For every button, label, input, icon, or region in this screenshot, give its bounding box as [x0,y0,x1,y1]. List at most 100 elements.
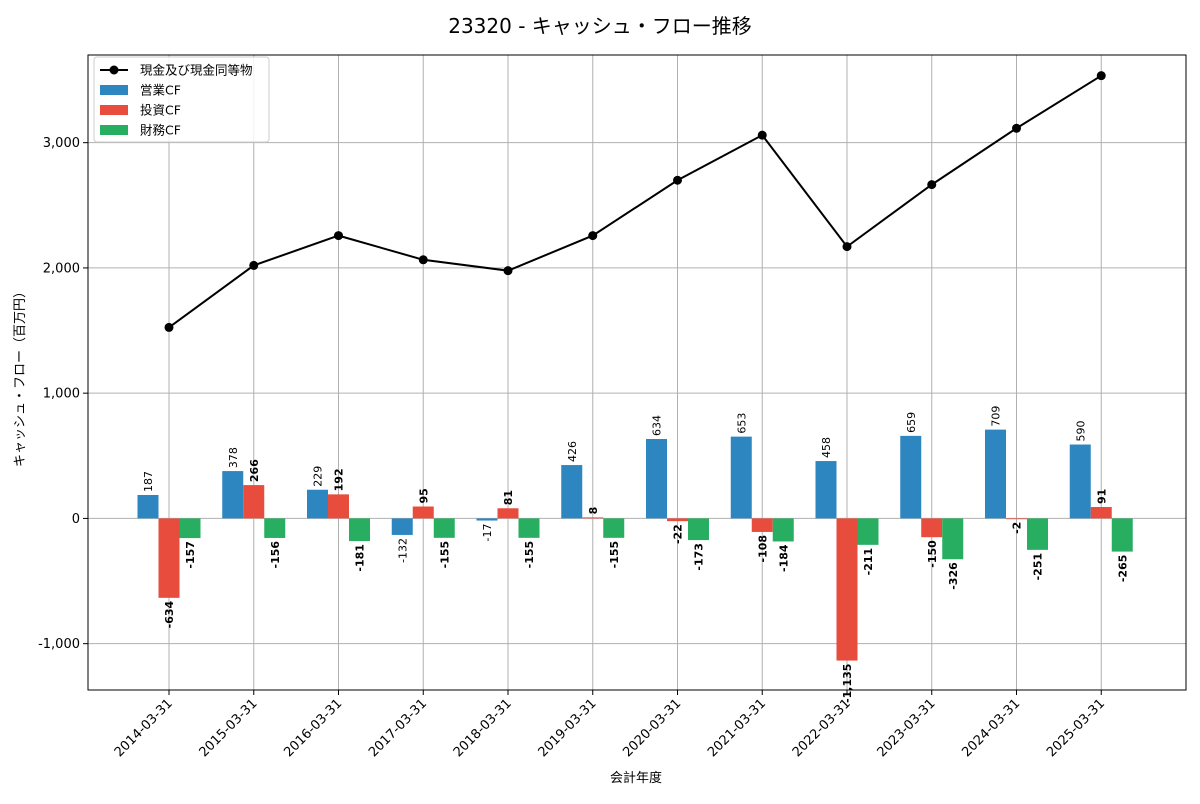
bar-label: -2 [1011,522,1024,534]
legend-entry: 財務CF [140,123,181,138]
line-point [334,231,343,241]
bar-財務CF [264,518,286,538]
bar-label: -184 [777,544,790,572]
bar-label: 187 [142,471,155,492]
line-point [842,242,852,252]
bar-label: -17 [481,524,494,542]
bar-label: -181 [354,544,367,572]
bar-営業CF [985,429,1006,519]
legend-entry: 営業CF [140,83,181,98]
bar-財務CF [1027,518,1048,550]
bar-label: -155 [608,541,621,569]
line-cash-equivalents [168,74,1102,329]
bar-label: 653 [735,413,748,434]
bar-投資CF [1006,518,1027,520]
bar-label: 659 [905,412,918,433]
line-point [757,130,767,140]
line-point [1096,71,1106,81]
line-point [927,180,937,190]
bar-投資CF [836,518,858,661]
grid-lines [88,55,1186,690]
x-axis-label: 会計年度 [610,770,662,786]
bar-財務CF [349,518,370,542]
bar-投資CF [158,518,180,598]
line-point [503,266,513,276]
bar-営業CF [730,436,752,519]
bar-label: -156 [269,541,282,569]
bar-label: -155 [523,541,536,569]
y-tick-label: -1,000 [38,637,80,652]
bar-label: -155 [438,541,451,569]
bar-label: -1,135 [841,664,854,703]
bar-label: 81 [502,490,515,505]
bar-label: 192 [333,468,346,491]
line-point [164,322,174,332]
bars [137,429,1133,661]
y-tick-label: 0 [72,512,80,527]
legend-marker [109,65,119,75]
bar-label: -251 [1032,553,1045,581]
plot-frame [87,54,1187,691]
line-point [249,260,259,270]
chart-title: 23320 - キャッシュ・フロー推移 [448,14,752,38]
bar-営業CF [561,465,583,519]
legend-entry: 現金及び現金同等物 [140,63,253,78]
bar-営業CF [815,461,837,519]
bar-営業CF [476,518,498,521]
bar-label: 8 [587,507,600,515]
bar-財務CF [603,518,625,538]
cash-line [164,71,1106,332]
bar-label: -157 [184,541,197,569]
bar-label: 378 [227,447,240,468]
legend-bar-swatch [100,85,128,95]
bar-label: 426 [566,441,579,462]
bar-財務CF [857,518,879,545]
bar-投資CF [497,508,519,519]
legend-box [93,56,270,143]
bar-営業CF [391,518,413,535]
line-point [1012,123,1021,133]
bar-labels: 187 378 229 -132 -17 426 634 653 458 659 709 590 -63… [142,406,1129,703]
bar-財務CF [1111,518,1133,552]
bar-label: 634 [651,415,664,436]
legend-entry: 投資CF [140,103,181,118]
y-tick-label: 1,000 [43,387,80,402]
bar-営業CF [646,439,667,519]
y-axis-label: キャッシュ・フロー（百万円） [13,285,28,467]
bar-投資CF [667,518,688,522]
bar-営業CF [137,494,159,519]
bar-営業CF [1069,444,1091,519]
bar-label: 590 [1074,421,1087,442]
bar-label: -326 [947,562,960,590]
bar-財務CF [942,518,964,560]
bar-営業CF [900,435,922,519]
bar-label: 458 [820,437,833,458]
bar-投資CF [243,485,265,519]
legend-bar-swatch [100,125,128,135]
y-tick-label: 2,000 [43,261,80,276]
bar-label: -265 [1116,555,1129,583]
bar-label: 229 [312,466,325,487]
bar-label: 95 [417,488,430,503]
bar-label: -132 [396,538,409,563]
bar-label: -634 [163,600,176,628]
bar-label: -211 [862,548,875,576]
legend-bar-swatch [100,105,128,115]
bar-営業CF [222,471,244,519]
line-point [418,255,428,265]
bar-label: 91 [1095,489,1108,504]
bar-label: -22 [672,524,685,544]
bar-label: -150 [926,540,939,568]
bar-label: -108 [756,535,769,563]
bar-投資CF [1090,507,1112,519]
bar-投資CF [412,506,434,519]
bar-label: 266 [248,459,261,482]
bar-営業CF [307,489,328,519]
bar-label: -173 [693,543,706,571]
bar-財務CF [772,518,794,542]
line-point [673,175,682,185]
bar-投資CF [582,517,604,519]
bar-投資CF [921,518,943,538]
